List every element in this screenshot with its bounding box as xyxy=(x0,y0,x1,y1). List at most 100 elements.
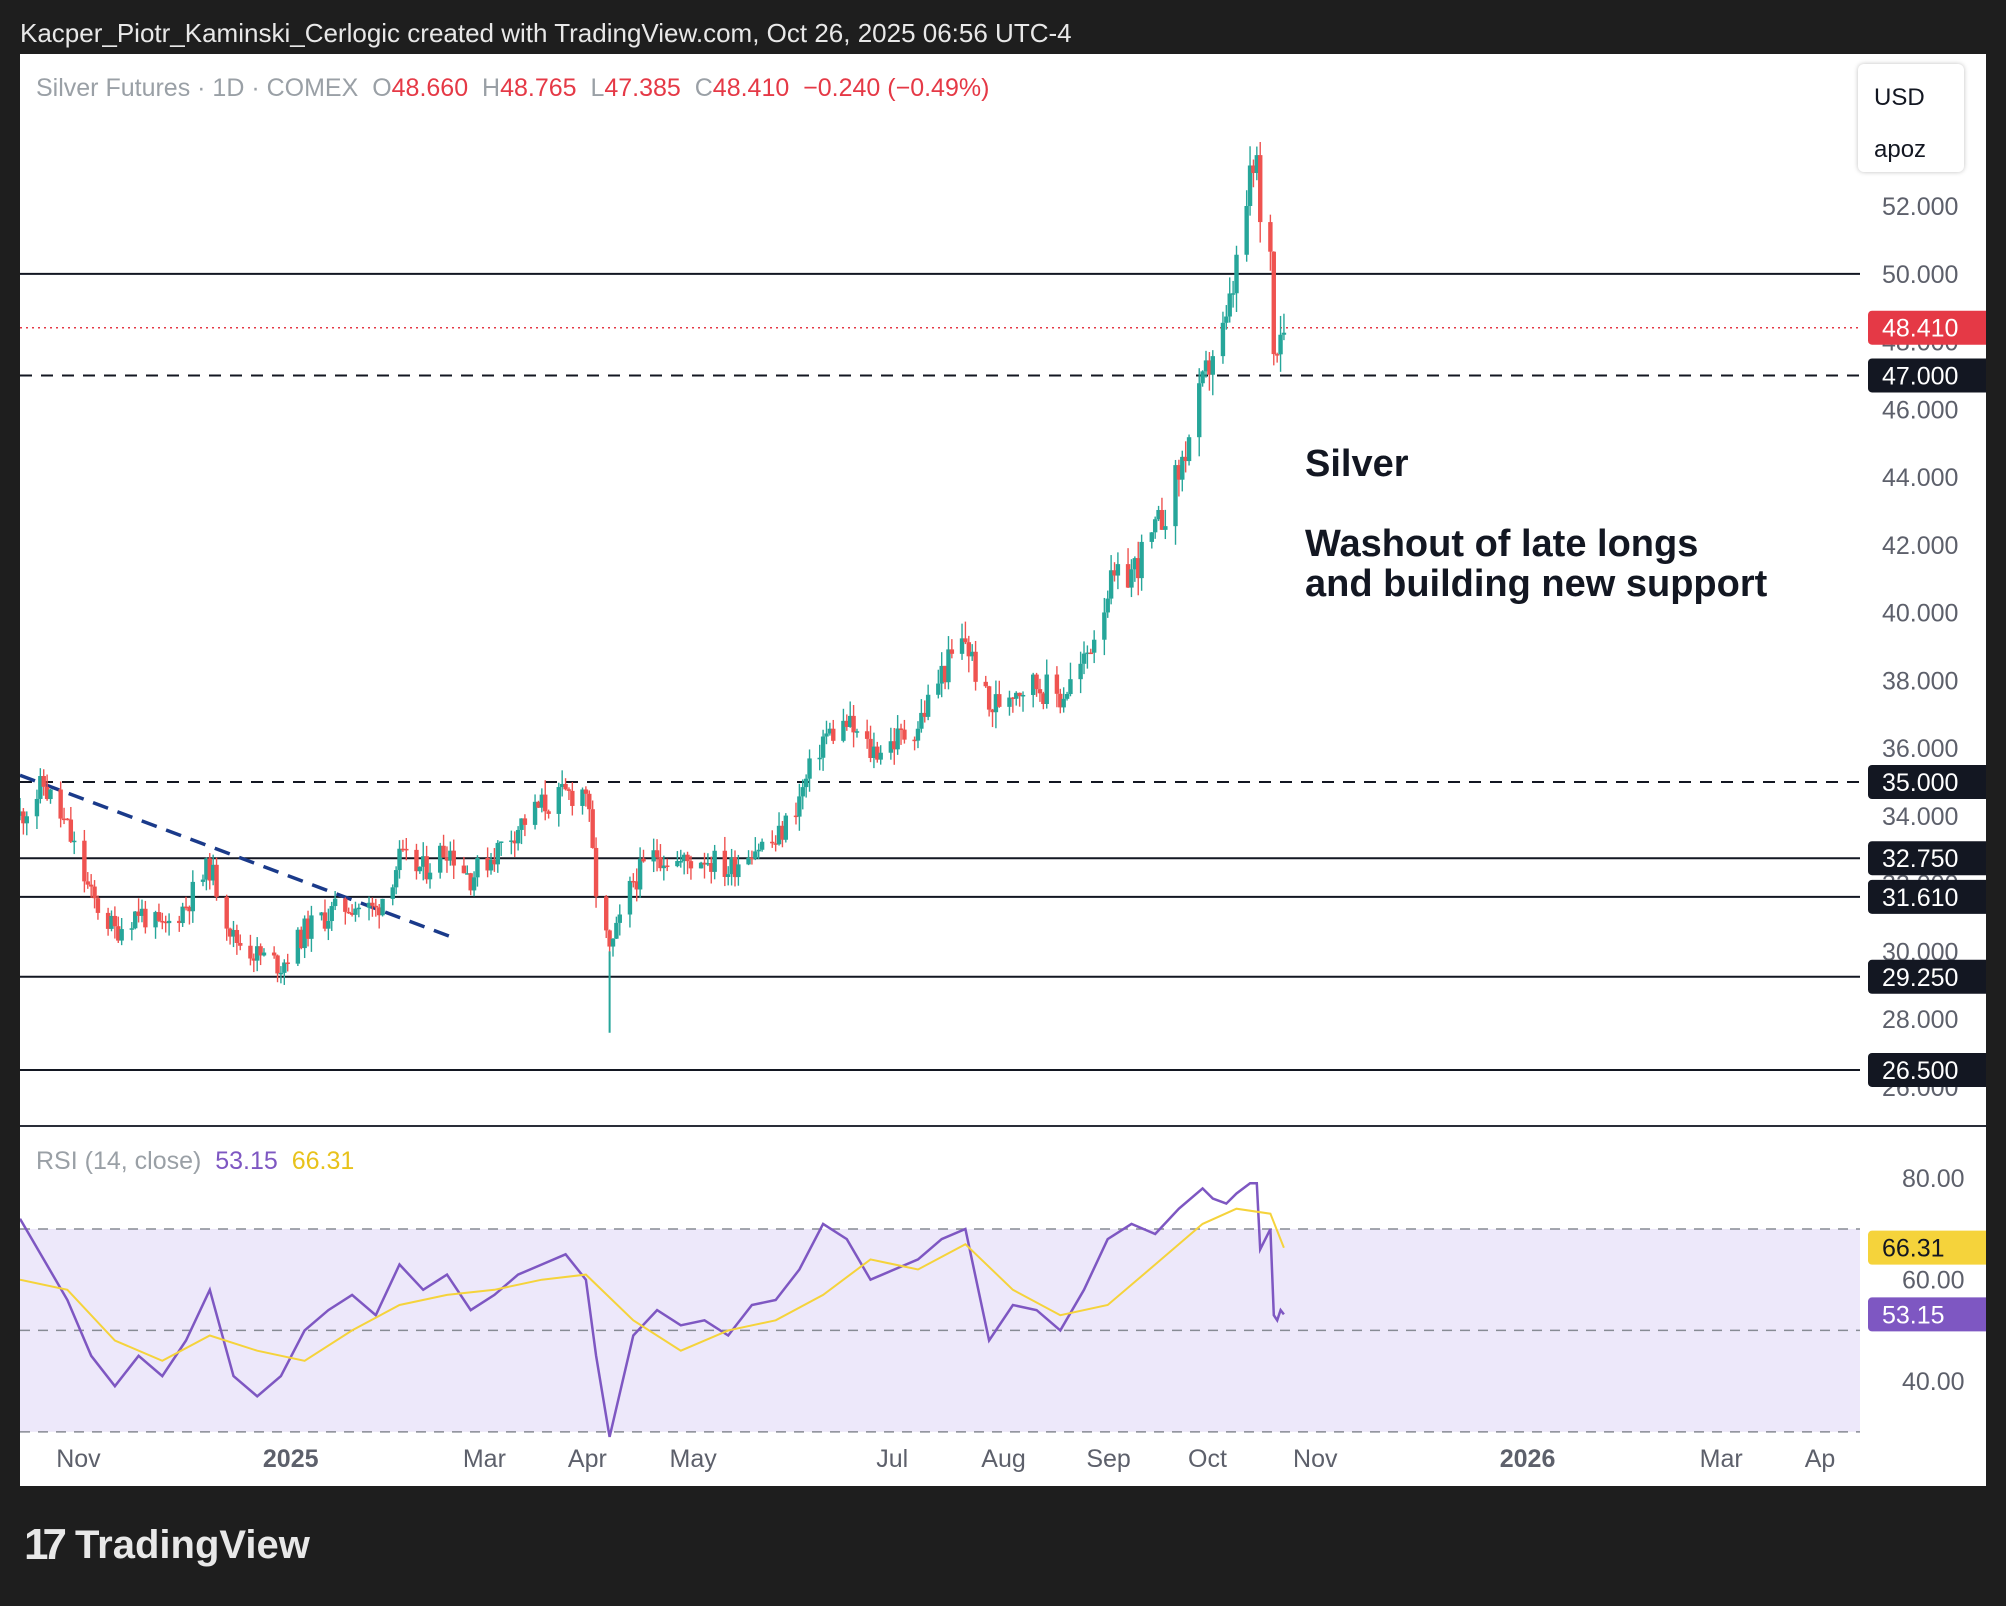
candle-body xyxy=(1159,510,1165,530)
close-label: C xyxy=(694,74,713,102)
currency-label[interactable]: USD xyxy=(1874,84,1925,111)
candle-body xyxy=(610,938,616,947)
candle-body xyxy=(875,746,880,760)
candle-body xyxy=(271,952,277,956)
candle-body xyxy=(238,942,243,946)
unit-selector[interactable]: USD apoz xyxy=(1858,64,1964,172)
candle-body xyxy=(1220,322,1226,357)
rsi-tick-label: 40.00 xyxy=(1902,1368,1965,1396)
candle-body xyxy=(736,864,741,878)
candle-body xyxy=(163,921,168,924)
candle-body xyxy=(1088,652,1093,655)
price-tick-label: 34.000 xyxy=(1882,803,1958,831)
candle-body xyxy=(390,887,395,899)
candle-body xyxy=(116,926,121,941)
candle-body xyxy=(570,790,575,806)
candle-body xyxy=(88,884,94,887)
level-badge: 26.500 xyxy=(1882,1057,1958,1085)
candle-body xyxy=(797,796,802,817)
candle-body xyxy=(556,787,561,814)
candle-body xyxy=(461,865,467,874)
candle-body xyxy=(465,873,470,875)
candle-body xyxy=(261,952,267,956)
time-tick-label: Apr xyxy=(568,1445,607,1473)
candle-body xyxy=(925,694,931,717)
candle-body xyxy=(1152,519,1158,533)
candle-body xyxy=(190,881,196,912)
candle-body xyxy=(888,741,894,753)
candle-body xyxy=(678,861,683,863)
candle-body xyxy=(393,870,399,888)
candle-body xyxy=(326,921,331,929)
time-tick-label: Sep xyxy=(1086,1445,1130,1473)
candle-body xyxy=(95,898,101,913)
rsi-tick-label: 60.00 xyxy=(1902,1267,1965,1295)
low-label: L xyxy=(590,74,605,102)
candle-body xyxy=(160,920,165,923)
level-badge-bg xyxy=(1868,879,1986,914)
candle-body xyxy=(634,881,639,890)
candle-body xyxy=(1183,456,1188,462)
candle-body xyxy=(851,715,856,733)
candle-body xyxy=(424,856,429,880)
low-value: 47.385 xyxy=(604,74,681,102)
candle-body xyxy=(441,845,446,858)
candle-body xyxy=(1247,165,1253,206)
candle-body xyxy=(848,715,853,727)
level-badge-bg xyxy=(1868,959,1986,994)
candle-body xyxy=(210,864,216,881)
candle-body xyxy=(746,857,751,865)
candle-body xyxy=(136,911,141,916)
candle-body xyxy=(749,857,755,860)
rsi-value: 53.15 xyxy=(215,1147,278,1175)
candle-body xyxy=(1149,532,1154,542)
candle-body xyxy=(963,638,968,643)
candle-body xyxy=(1197,383,1202,438)
candle-body xyxy=(133,911,138,929)
candle-body xyxy=(654,850,660,858)
unit-label[interactable]: apoz xyxy=(1874,136,1927,163)
candle-body xyxy=(627,880,633,915)
candle-body xyxy=(319,912,324,916)
candle-body xyxy=(1030,674,1036,695)
candle-body xyxy=(532,801,538,825)
candle-body xyxy=(1064,694,1070,699)
rsi-label: RSI (14, close) xyxy=(36,1147,202,1175)
candle-body xyxy=(780,825,785,840)
candle-body xyxy=(1034,674,1039,690)
price-tick-label: 50.000 xyxy=(1882,261,1958,289)
candle-body xyxy=(783,815,789,840)
time-tick-label: Mar xyxy=(463,1445,506,1473)
candle-body xyxy=(898,728,904,730)
candle-body xyxy=(204,858,209,880)
candle-body xyxy=(675,861,680,867)
ohlc-legend: Silver Futures · 1D · COMEX O48.660 H48.… xyxy=(36,74,989,103)
candle-body xyxy=(251,958,257,961)
last-price-badge-bg xyxy=(1868,310,1986,345)
candle-body xyxy=(421,856,426,867)
chart-canvas[interactable]: 52.00050.00048.00046.00044.00042.00040.0… xyxy=(20,54,1986,1486)
chart-panel[interactable]: 52.00050.00048.00046.00044.00042.00040.0… xyxy=(20,54,1986,1486)
chart-caption: Kacper_Piotr_Kaminski_Cerlogic created w… xyxy=(20,18,1072,48)
price-tick-label: 40.000 xyxy=(1882,600,1958,628)
candle-body xyxy=(665,865,670,868)
candle-body xyxy=(1044,674,1049,704)
logo-text: TradingView xyxy=(74,1522,310,1567)
candle-body xyxy=(587,793,592,810)
candle-body xyxy=(200,879,206,882)
candle-body xyxy=(580,789,585,806)
time-tick-label: Mar xyxy=(1700,1445,1743,1473)
time-tick-label: Nov xyxy=(56,1445,101,1473)
candle-body xyxy=(522,818,528,825)
candle-body xyxy=(878,752,883,760)
candle-body xyxy=(1007,697,1012,707)
candle-body xyxy=(1139,541,1144,579)
candle-body xyxy=(990,709,995,713)
candle-body xyxy=(1207,360,1212,375)
candle-body xyxy=(997,694,1002,707)
candle-body xyxy=(302,918,307,949)
candle-body xyxy=(105,912,111,929)
candle-body xyxy=(726,874,731,877)
candle-body xyxy=(370,902,375,906)
candle-body xyxy=(498,841,504,843)
